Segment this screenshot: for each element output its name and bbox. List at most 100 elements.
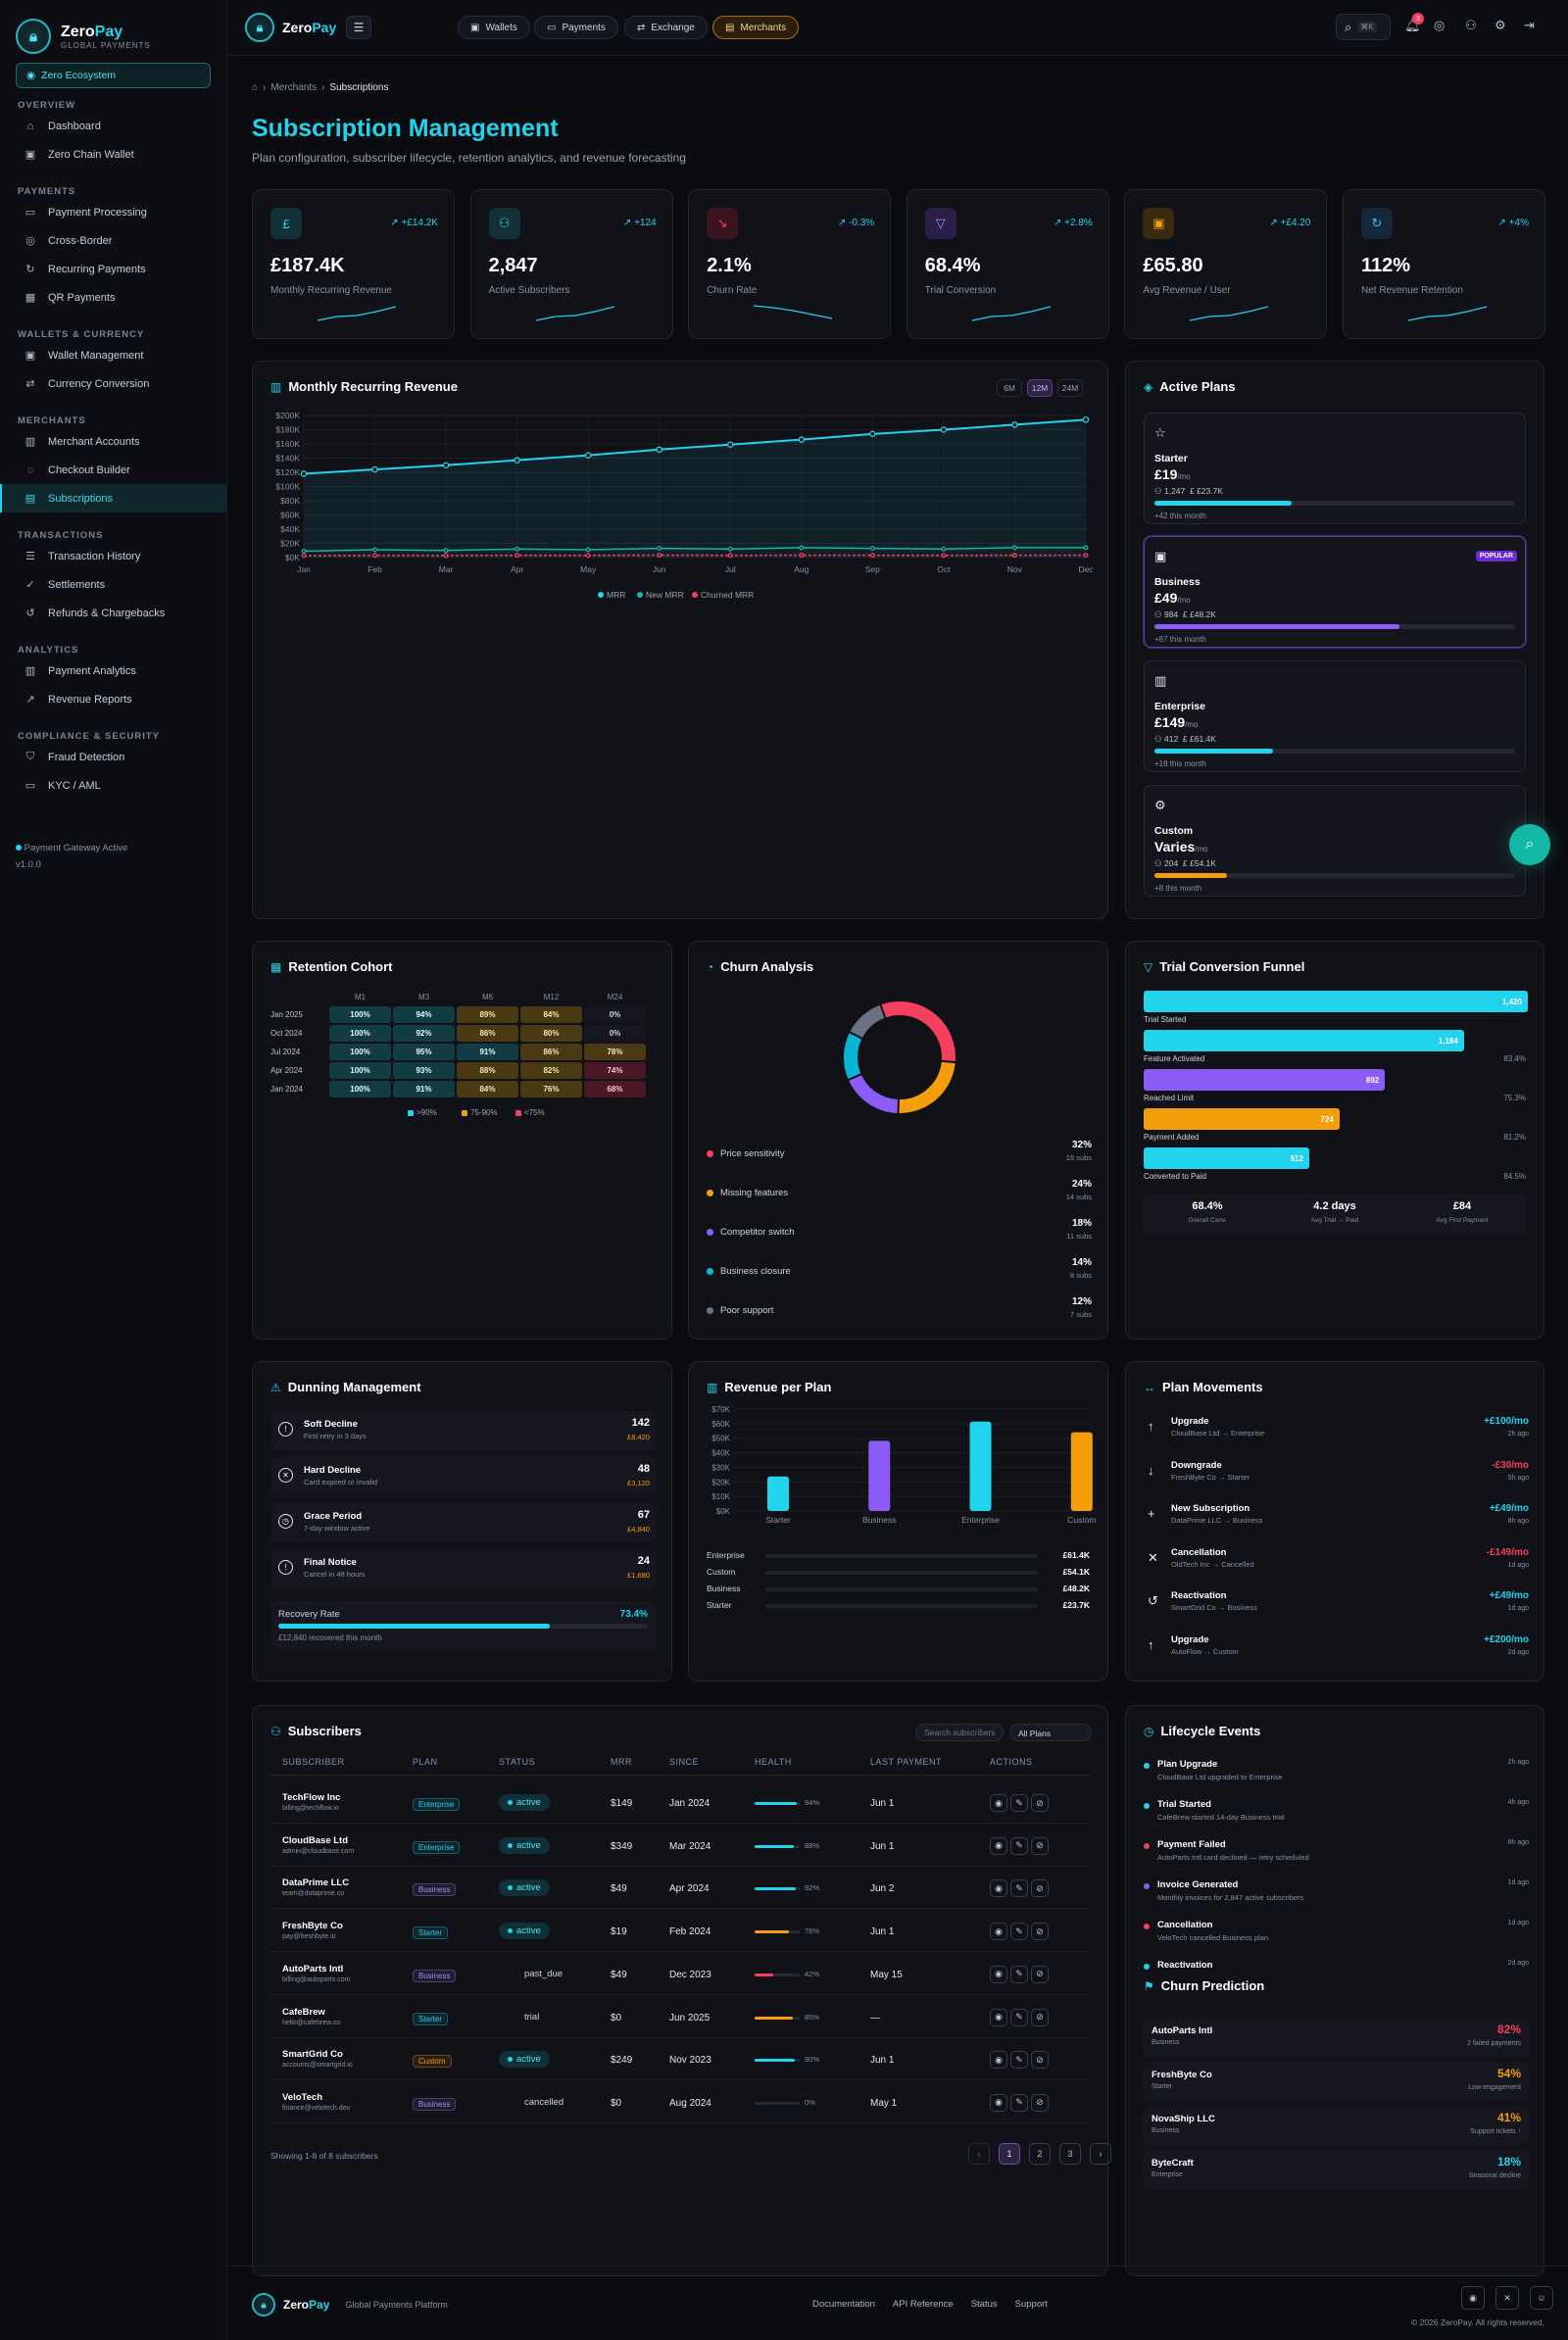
zero-ecosystem-button[interactable]: ◉ Zero Ecosystem bbox=[16, 63, 211, 88]
edit-icon[interactable]: ✎ bbox=[1010, 1879, 1028, 1898]
sidebar-item-payment-processing[interactable]: ▭ Payment Processing bbox=[0, 198, 226, 226]
churn-prediction-item[interactable]: AutoParts Intl Business 82% 2 failed paymen… bbox=[1144, 2018, 1529, 2057]
table-row[interactable]: DataPrime LLC team@dataprime.co Business ac… bbox=[270, 1870, 1092, 1910]
sidebar-item-zero-chain-wallet[interactable]: ▣ Zero Chain Wallet bbox=[0, 140, 226, 169]
sidebar-item-cross-border[interactable]: ◎ Cross-Border bbox=[0, 226, 226, 255]
sidebar-item-settlements[interactable]: ✓ Settlements bbox=[0, 570, 226, 599]
subscriber-search-input[interactable] bbox=[915, 1724, 1004, 1741]
sidebar-item-dashboard[interactable]: ⌂ Dashboard bbox=[0, 112, 226, 140]
block-icon[interactable]: ⊘ bbox=[1031, 2008, 1049, 2026]
dunning-item[interactable]: ◷ Grace Period 7-day window active 67 £4,840 bbox=[270, 1503, 656, 1542]
view-icon[interactable]: ◉ bbox=[990, 2093, 1007, 2112]
topbar-logo[interactable]: 🔒︎ ZeroPay bbox=[245, 13, 336, 42]
block-icon[interactable]: ⊘ bbox=[1031, 2093, 1049, 2112]
page-3-button[interactable]: 3 bbox=[1059, 2143, 1081, 2165]
github-icon[interactable]: ◉ bbox=[1461, 2286, 1485, 2310]
range-24m[interactable]: 24M bbox=[1057, 379, 1083, 397]
sidebar-item-merchant-accounts[interactable]: ▥ Merchant Accounts bbox=[0, 427, 226, 456]
plan-movement-item[interactable]: ✕ Cancellation OldTech Inc → Cancelled -£14… bbox=[1148, 1546, 1529, 1569]
view-icon[interactable]: ◉ bbox=[990, 2051, 1007, 2070]
range-6m[interactable]: 6M bbox=[997, 379, 1022, 397]
churn-prediction-item[interactable]: FreshByte Co Starter 54% Low engagement bbox=[1144, 2062, 1529, 2101]
logout-icon[interactable]: ⇥ bbox=[1524, 18, 1535, 32]
sidebar-logo[interactable]: 🔒︎ ZeroPay GLOBAL PAYMENTS bbox=[0, 0, 226, 55]
range-12m[interactable]: 12M bbox=[1027, 379, 1053, 397]
prev-page-icon[interactable]: ‹ bbox=[968, 2143, 990, 2165]
dunning-item[interactable]: ! Final Notice Cancel in 48 hours 24 £1,680 bbox=[270, 1549, 656, 1588]
block-icon[interactable]: ⊘ bbox=[1031, 1879, 1049, 1898]
sidebar-item-kyc-aml[interactable]: ▭ KYC / AML bbox=[0, 771, 226, 800]
footer-link[interactable]: Documentation bbox=[812, 2299, 875, 2310]
churn-prediction-item[interactable]: NovaShip LLC Business 41% Support tickets ↑ bbox=[1144, 2106, 1529, 2145]
view-icon[interactable]: ◉ bbox=[990, 1879, 1007, 1898]
plan-card-business[interactable]: ▣ POPULAR Business £49/mo ⚇ 984 £ £48.2K +87 … bbox=[1144, 536, 1526, 648]
chat-fab-icon[interactable]: ⌕ bbox=[1509, 824, 1550, 865]
plan-card-starter[interactable]: ☆ Starter £19/mo ⚇ 1,247 £ £23.7K +42 this m… bbox=[1144, 413, 1526, 524]
table-row[interactable]: SmartGrid Co accounts@smartgrid.io Custom a… bbox=[270, 2041, 1092, 2081]
footer-link[interactable]: Support bbox=[1014, 2299, 1048, 2310]
discord-icon[interactable]: ☺ bbox=[1530, 2286, 1553, 2310]
next-page-icon[interactable]: › bbox=[1090, 2143, 1111, 2165]
edit-icon[interactable]: ✎ bbox=[1010, 1836, 1028, 1855]
block-icon[interactable]: ⊘ bbox=[1031, 1836, 1049, 1855]
page-1-button[interactable]: 1 bbox=[999, 2143, 1020, 2165]
churn-prediction-item[interactable]: ByteCraft Enterprise 18% Seasonal decline bbox=[1144, 2150, 1529, 2189]
view-icon[interactable]: ◉ bbox=[990, 2008, 1007, 2026]
edit-icon[interactable]: ✎ bbox=[1010, 2093, 1028, 2112]
plan-movement-item[interactable]: ↓ Downgrade FreshByte Co → Starter -£30/mo 5… bbox=[1148, 1459, 1529, 1482]
plan-card-custom[interactable]: ⚙ Custom Varies/mo ⚇ 204 £ £54.1K +8 this mo… bbox=[1144, 785, 1526, 897]
block-icon[interactable]: ⊘ bbox=[1031, 1794, 1049, 1812]
edit-icon[interactable]: ✎ bbox=[1010, 2051, 1028, 2070]
sidebar-item-currency-conversion[interactable]: ⇄ Currency Conversion bbox=[0, 369, 226, 398]
search-button[interactable]: ⌕ ⌘K bbox=[1336, 14, 1391, 40]
breadcrumb-merchants[interactable]: Merchants bbox=[270, 82, 318, 93]
plan-movement-item[interactable]: ↑ Upgrade CloudBase Ltd → Enterprise +£100/… bbox=[1148, 1416, 1529, 1438]
topnav-merchants[interactable]: ▤ Merchants bbox=[712, 16, 800, 39]
table-row[interactable]: AutoParts Intl billing@autoparts.com Busin… bbox=[270, 1956, 1092, 1995]
menu-toggle-icon[interactable]: ☰ bbox=[346, 16, 371, 39]
plan-movement-item[interactable]: + New Subscription DataPrime LLC → Busines… bbox=[1148, 1503, 1529, 1525]
plan-filter-select[interactable]: All Plans bbox=[1009, 1724, 1092, 1741]
plan-movement-item[interactable]: ↺ Reactivation SmartGrid Co → Business +£49… bbox=[1148, 1590, 1529, 1612]
plan-card-enterprise[interactable]: ▥ Enterprise £149/mo ⚇ 412 £ £61.4K +18 this… bbox=[1144, 660, 1526, 772]
dunning-item[interactable]: ! Soft Decline First retry in 3 days 142 £8,… bbox=[270, 1411, 656, 1450]
bell-icon[interactable]: 🔔︎ 3 bbox=[1404, 13, 1424, 33]
footer-link[interactable]: API Reference bbox=[892, 2299, 954, 2310]
footer-logo[interactable]: 🔒︎ ZeroPay Global Payments Platform bbox=[252, 2293, 448, 2316]
view-icon[interactable]: ◉ bbox=[990, 1965, 1007, 1983]
footer-link[interactable]: Status bbox=[970, 2299, 998, 2310]
page-2-button[interactable]: 2 bbox=[1029, 2143, 1051, 2165]
table-row[interactable]: FreshByte Co pay@freshbyte.io Starter activ… bbox=[270, 1913, 1092, 1953]
block-icon[interactable]: ⊘ bbox=[1031, 1923, 1049, 1941]
sidebar-item-qr-payments[interactable]: ▦ QR Payments bbox=[0, 283, 226, 312]
topnav-payments[interactable]: ▭ Payments bbox=[534, 16, 618, 39]
sidebar-item-recurring-payments[interactable]: ↻ Recurring Payments bbox=[0, 255, 226, 283]
sidebar-item-wallet-management[interactable]: ▣ Wallet Management bbox=[0, 341, 226, 369]
table-row[interactable]: TechFlow Inc billing@techflow.io Enterpris… bbox=[270, 1784, 1092, 1824]
plan-movement-item[interactable]: ↑ Upgrade AutoFlow → Custom +£200/mo 2d ago bbox=[1148, 1633, 1529, 1656]
table-row[interactable]: CloudBase Ltd admin@cloudbase.com Enterpri… bbox=[270, 1828, 1092, 1867]
x-icon[interactable]: ✕ bbox=[1495, 2286, 1519, 2310]
settings-icon[interactable]: ⚙ bbox=[1494, 18, 1506, 32]
topnav-exchange[interactable]: ⇄ Exchange bbox=[624, 16, 708, 39]
sidebar-item-transaction-history[interactable]: ☰ Transaction History bbox=[0, 542, 226, 570]
user-icon[interactable]: ⚇ bbox=[1465, 18, 1477, 32]
sidebar-item-refunds-chargebacks[interactable]: ↺ Refunds & Chargebacks bbox=[0, 599, 226, 627]
wallet-connect-icon[interactable]: ◎ bbox=[1434, 18, 1446, 32]
view-icon[interactable]: ◉ bbox=[990, 1923, 1007, 1941]
home-icon[interactable]: ⌂ bbox=[252, 82, 259, 93]
block-icon[interactable]: ⊘ bbox=[1031, 2051, 1049, 2070]
dunning-item[interactable]: ✕ Hard Decline Card expired or invalid 48 £3… bbox=[270, 1457, 656, 1496]
sidebar-item-fraud-detection[interactable]: ⛉ Fraud Detection bbox=[0, 743, 226, 771]
sidebar-item-payment-analytics[interactable]: ▥ Payment Analytics bbox=[0, 657, 226, 685]
view-icon[interactable]: ◉ bbox=[990, 1836, 1007, 1855]
view-icon[interactable]: ◉ bbox=[990, 1794, 1007, 1812]
sidebar-item-subscriptions[interactable]: ▤ Subscriptions bbox=[0, 484, 226, 512]
edit-icon[interactable]: ✎ bbox=[1010, 1965, 1028, 1983]
edit-icon[interactable]: ✎ bbox=[1010, 1794, 1028, 1812]
sidebar-item-revenue-reports[interactable]: ↗ Revenue Reports bbox=[0, 685, 226, 713]
table-row[interactable]: VeloTech finance@velotech.dev Business canc… bbox=[270, 2084, 1092, 2123]
edit-icon[interactable]: ✎ bbox=[1010, 2008, 1028, 2026]
sidebar-item-checkout-builder[interactable]: ◌ Checkout Builder bbox=[0, 456, 226, 484]
block-icon[interactable]: ⊘ bbox=[1031, 1965, 1049, 1983]
